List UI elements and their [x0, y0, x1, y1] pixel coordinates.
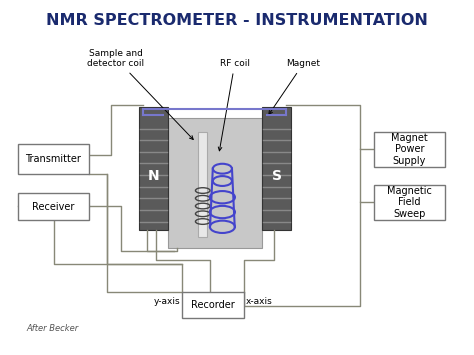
Text: Recorder: Recorder — [191, 300, 235, 310]
Text: Magnet
Power
Supply: Magnet Power Supply — [391, 133, 428, 166]
Text: Receiver: Receiver — [32, 202, 74, 212]
Text: NMR SPECTROMETER - INSTRUMENTATION: NMR SPECTROMETER - INSTRUMENTATION — [46, 13, 428, 28]
Bar — [374, 185, 445, 220]
Bar — [182, 292, 244, 318]
Text: x-axis: x-axis — [246, 297, 273, 306]
Bar — [18, 144, 89, 174]
Text: Transmitter: Transmitter — [25, 154, 81, 164]
Text: After Becker: After Becker — [27, 324, 79, 333]
Text: y-axis: y-axis — [153, 297, 180, 306]
Bar — [262, 107, 291, 230]
Text: RF coil: RF coil — [218, 59, 250, 151]
Bar — [18, 193, 89, 220]
Text: Magnetic
Field
Sweep: Magnetic Field Sweep — [387, 186, 432, 219]
Bar — [198, 132, 207, 237]
Text: N: N — [147, 169, 159, 183]
Bar — [139, 107, 168, 230]
Bar — [374, 132, 445, 167]
Bar — [168, 118, 262, 248]
Text: Magnet: Magnet — [269, 59, 320, 114]
Text: S: S — [272, 169, 282, 183]
Text: Sample and
detector coil: Sample and detector coil — [87, 49, 193, 140]
